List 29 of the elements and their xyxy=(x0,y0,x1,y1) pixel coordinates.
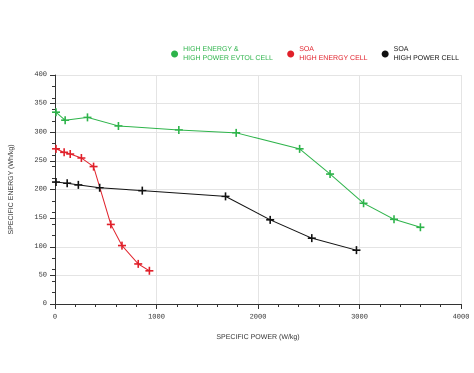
point xyxy=(77,154,86,162)
point xyxy=(52,108,60,116)
point xyxy=(308,234,316,242)
point xyxy=(66,150,74,158)
point xyxy=(90,162,98,171)
point xyxy=(266,216,274,224)
point xyxy=(352,246,360,254)
point xyxy=(96,184,104,192)
point xyxy=(60,148,68,156)
point xyxy=(61,116,70,124)
point xyxy=(145,266,154,275)
point xyxy=(63,179,72,188)
point xyxy=(416,223,424,232)
point xyxy=(390,215,398,224)
point xyxy=(106,220,115,228)
point xyxy=(360,199,368,208)
point xyxy=(326,170,334,178)
point xyxy=(138,186,146,195)
point xyxy=(134,260,142,268)
point xyxy=(232,128,240,137)
point xyxy=(174,126,183,134)
point xyxy=(83,113,92,122)
point xyxy=(114,122,122,130)
point xyxy=(222,192,230,200)
point xyxy=(52,178,60,186)
point xyxy=(118,242,126,250)
point xyxy=(74,180,82,189)
point xyxy=(52,144,60,153)
point xyxy=(296,144,304,153)
